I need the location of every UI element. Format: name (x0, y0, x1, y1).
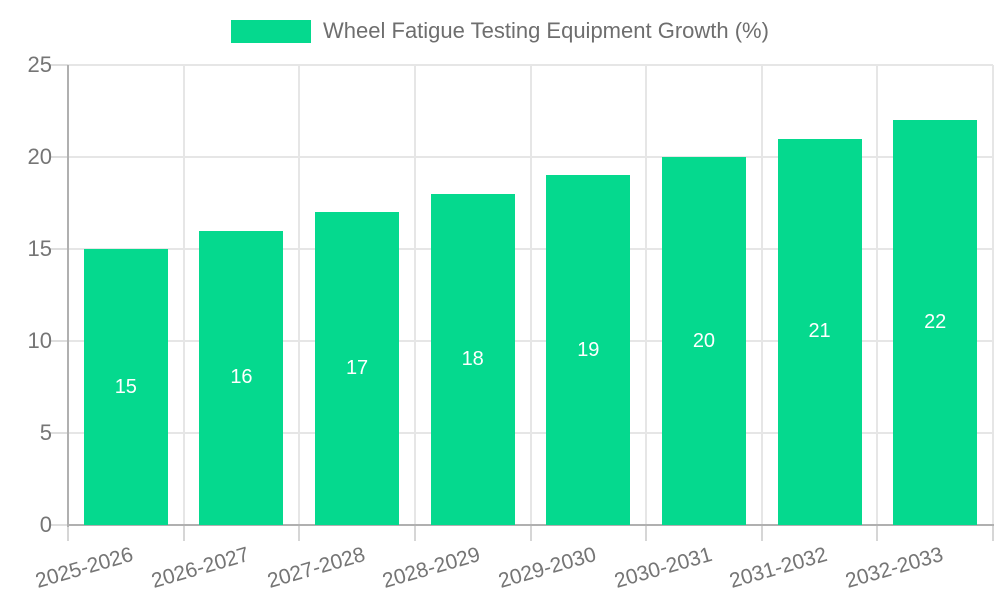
x-gridline (645, 65, 648, 525)
x-axis-tick-label: 2031-2032 (727, 543, 830, 593)
bar-2030-2031[interactable]: 20 (661, 157, 746, 525)
y-tick-mark (50, 340, 68, 342)
x-axis-tick-label: 2028-2029 (380, 543, 484, 593)
y-axis-tick-label: 25 (27, 52, 52, 77)
x-gridline (876, 65, 879, 525)
x-axis-tick-label: 2032-2033 (842, 543, 946, 593)
x-tick-mark (529, 525, 532, 541)
bar-value-label: 22 (924, 311, 947, 334)
x-axis-line (67, 524, 994, 526)
y-tick-mark (50, 432, 68, 434)
legend-swatch[interactable] (231, 19, 312, 43)
bar-2025-2026[interactable]: 15 (83, 249, 168, 525)
x-tick-mark (645, 525, 648, 541)
bar-value-label: 19 (577, 338, 600, 361)
bar-2027-2028[interactable]: 17 (315, 212, 400, 525)
y-tick-mark (50, 64, 68, 66)
x-axis-tick-label: 2027-2028 (264, 543, 368, 593)
bar-2031-2032[interactable]: 21 (777, 138, 862, 525)
bar-2032-2033[interactable]: 22 (893, 120, 978, 525)
x-axis-tick-label: 2025-2026 (33, 543, 137, 593)
x-tick-mark (992, 525, 994, 541)
x-gridline (992, 65, 994, 525)
x-gridline (298, 65, 301, 525)
chart-legend: Wheel Fatigue Testing Equipment Growth (… (0, 18, 1000, 44)
x-tick-mark (760, 525, 763, 541)
y-axis-line (67, 65, 69, 527)
bar-2028-2029[interactable]: 18 (430, 193, 515, 525)
x-tick-mark (67, 525, 69, 541)
x-axis-tick-label: 2026-2027 (148, 543, 252, 593)
x-axis-tick-label: 2030-2031 (611, 543, 715, 593)
x-tick-mark (182, 525, 185, 541)
bar-2026-2027[interactable]: 16 (199, 230, 284, 525)
bar-2029-2030[interactable]: 19 (546, 175, 631, 525)
x-gridline (413, 65, 416, 525)
y-tick-mark (50, 156, 68, 158)
x-tick-mark (876, 525, 879, 541)
x-tick-mark (413, 525, 416, 541)
y-axis-tick-label: 0 (39, 512, 52, 537)
y-axis-tick-label: 10 (27, 328, 52, 353)
x-gridline (760, 65, 763, 525)
bar-value-label: 17 (345, 357, 369, 380)
y-tick-mark (50, 524, 68, 526)
y-axis-tick-label: 15 (27, 236, 52, 261)
bar-value-label: 15 (114, 375, 137, 398)
legend-series-label[interactable]: Wheel Fatigue Testing Equipment Growth (… (323, 18, 769, 43)
y-axis-tick-label: 20 (27, 144, 52, 169)
bar-value-label: 21 (808, 320, 831, 343)
bar-value-label: 16 (230, 366, 253, 389)
bar-value-label: 20 (692, 329, 716, 352)
x-gridline (529, 65, 532, 525)
bar-value-label: 18 (461, 347, 484, 370)
y-tick-mark (50, 248, 68, 250)
x-tick-mark (298, 525, 301, 541)
y-axis-tick-label: 5 (39, 420, 52, 445)
x-gridline (182, 65, 185, 525)
x-axis-tick-label: 2029-2030 (495, 543, 599, 593)
